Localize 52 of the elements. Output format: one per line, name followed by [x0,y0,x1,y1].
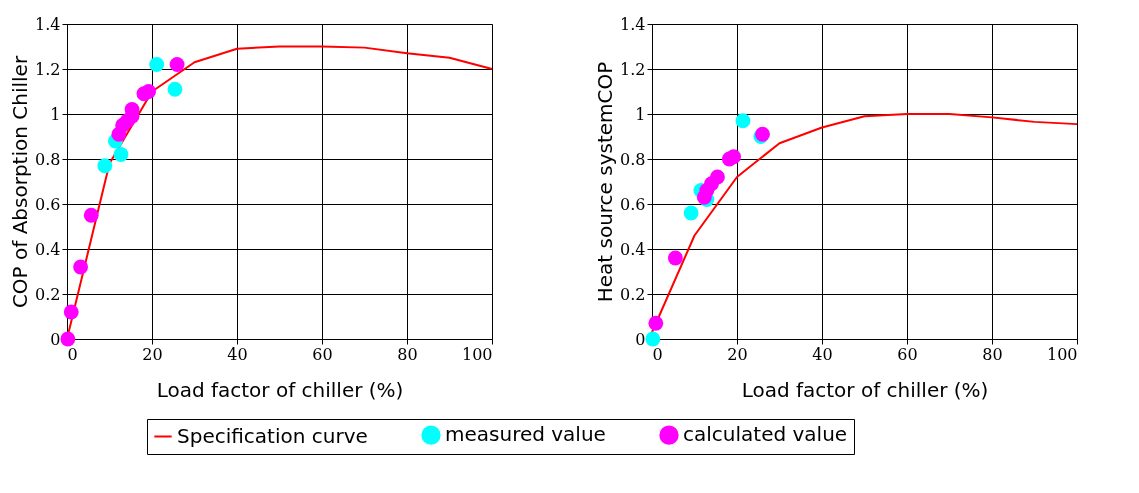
x-tick-label: 100 [1046,344,1078,364]
x-tick-label: 0 [67,344,78,364]
x-tick-label: 20 [142,344,163,364]
point [167,81,183,97]
point [73,259,89,275]
x-axis-title: Load factor of chiller (%) [741,377,989,402]
legend-label: Specification curve [177,423,368,448]
legend-label: measured value [445,422,606,447]
y-tick-label: 1.4 [35,14,61,34]
y-tick-label: 0.4 [620,239,646,259]
x-tick-label: 20 [727,344,748,364]
point [149,57,165,72]
x-tick-label: 80 [982,344,1003,364]
point [113,147,129,162]
x-tick-label: 40 [812,344,833,364]
y-tick-label: 0 [635,329,646,349]
point [683,205,699,221]
point [169,57,185,72]
point [667,250,683,266]
y-tick-label: 1 [50,104,61,124]
x-tick-label: 60 [312,344,333,364]
y-tick-label: 0.2 [35,284,61,304]
y-tick-label: 0.2 [620,284,646,304]
point [83,207,99,223]
point [645,331,661,347]
x-tick-label: 40 [227,344,248,364]
y-tick-label: 0.8 [35,149,61,169]
point [63,304,79,320]
point [710,169,725,185]
y-tick-label: 1.4 [620,14,646,34]
y-axis-title: Heat source systemCOP [593,61,618,303]
y-tick-label: 0.6 [35,194,61,214]
y-tick-label: 1.2 [35,59,61,79]
x-tick-label: 80 [397,344,418,364]
y-tick-label: 0 [50,329,61,349]
point [97,158,113,174]
x-tick-label: 100 [461,344,493,364]
x-axis-title: Load factor of chiller (%) [156,377,404,402]
point [60,331,76,347]
point [648,315,664,331]
x-tick-label: 0 [652,344,663,364]
legend-label: calculated value [683,422,848,447]
y-tick-label: 0.6 [620,194,646,214]
point [141,84,157,99]
y-axis-title: COP of Absorption Chiller [8,55,33,309]
point [735,113,751,129]
y-tick-label: 0.8 [620,149,646,169]
x-tick-label: 60 [897,344,918,364]
y-tick-label: 1 [635,104,646,124]
y-tick-label: 0.4 [35,239,61,259]
point [726,149,742,165]
y-tick-label: 1.2 [620,59,646,79]
